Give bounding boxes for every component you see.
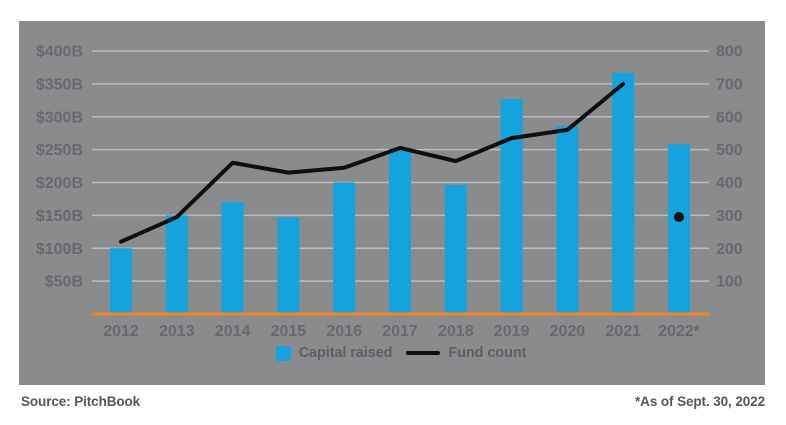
x-axis-label-2018: 2018 [438, 323, 474, 340]
source-attribution: Source: PitchBook [21, 394, 141, 409]
capital-raised-bars [110, 72, 690, 314]
right-axis-tick: 600 [716, 109, 743, 126]
right-axis-tick: 500 [716, 142, 743, 159]
right-axis-tick: 400 [716, 175, 743, 192]
left-axis-tick: $250B [36, 142, 83, 159]
chart-panel: $400B $350B $300B $250B $200B $150B $100B $50B 8… [19, 21, 765, 385]
capital-raised-fund-count-chart: $400B $350B $300B $250B $200B $150B $100B $50B 8… [36, 44, 743, 341]
bar-2013 [165, 215, 188, 314]
x-axis-label-2019: 2019 [494, 323, 530, 340]
right-axis-tick: 200 [716, 241, 743, 258]
legend-item-fund-count: Fund count [406, 345, 526, 361]
left-axis-tick: $50B [45, 274, 83, 291]
x-axis-label-2016: 2016 [326, 323, 362, 340]
x-axis-label-2012: 2012 [103, 323, 139, 340]
bar-2018 [444, 185, 467, 314]
right-axis-tick: 100 [716, 274, 743, 291]
legend-label-fund-count: Fund count [448, 345, 527, 361]
x-axis-label-2014: 2014 [215, 323, 251, 340]
right-axis-tick: 700 [716, 76, 743, 93]
x-axis-label-2015: 2015 [271, 323, 307, 340]
fund-count-final-dot [674, 212, 684, 223]
legend-item-capital-raised: Capital raised [275, 345, 393, 361]
right-axis-labels: 800 700 600 500 400 300 200 100 [716, 44, 743, 291]
capital-raised-swatch-icon [275, 345, 291, 361]
legend-label-capital-raised: Capital raised [298, 345, 393, 361]
left-axis-tick: $300B [36, 109, 83, 126]
left-axis-tick: $200B [36, 175, 83, 192]
left-axis-tick: $400B [36, 44, 83, 61]
bar-2020 [556, 125, 579, 314]
as-of-footnote: *As of Sept. 30, 2022 [635, 394, 765, 409]
bar-2022* [668, 144, 690, 314]
bar-2019 [500, 98, 523, 314]
x-axis-label-2013: 2013 [159, 323, 195, 340]
right-axis-tick: 300 [716, 208, 743, 225]
bar-2014 [221, 202, 244, 314]
x-axis-labels: 2012 2013 2014 2015 2016 2017 2018 2019 2020 2021… [103, 323, 700, 340]
bar-2017 [389, 148, 411, 314]
x-axis-label-2017: 2017 [382, 323, 418, 340]
bar-2015 [277, 217, 300, 314]
fund-count-swatch-icon [406, 351, 441, 355]
left-axis-tick: $100B [36, 241, 83, 258]
bar-2016 [333, 182, 356, 314]
left-axis-tick: $150B [36, 208, 83, 225]
fund-count-line [119, 81, 684, 244]
left-axis-labels: $400B $350B $300B $250B $200B $150B $100B $50B [36, 44, 83, 291]
bar-2012 [110, 248, 132, 314]
x-axis-label-2020: 2020 [550, 323, 586, 340]
chart-legend: Capital raised Fund count [93, 344, 709, 362]
bar-2021 [612, 72, 635, 314]
left-axis-tick: $350B [36, 76, 83, 93]
right-axis-tick: 800 [716, 44, 743, 61]
x-axis-label-2022: 2022* [658, 323, 701, 340]
x-axis-label-2021: 2021 [605, 323, 641, 340]
